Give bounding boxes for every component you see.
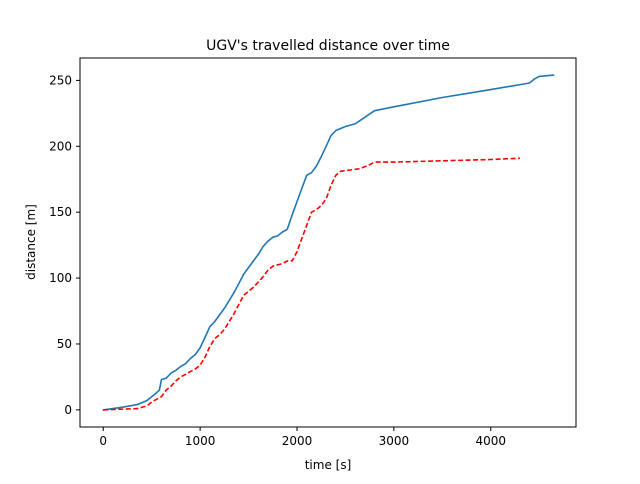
x-tick-label: 3000 bbox=[379, 434, 410, 448]
x-tick-label: 0 bbox=[99, 434, 107, 448]
y-tick-label: 150 bbox=[49, 205, 72, 219]
x-tick-label: 1000 bbox=[185, 434, 216, 448]
chart-title: UGV's travelled distance over time bbox=[206, 38, 450, 54]
plot-frame bbox=[79, 57, 577, 428]
y-tick-label: 0 bbox=[64, 403, 72, 417]
y-tick-label: 100 bbox=[49, 271, 72, 285]
x-tick-label: 2000 bbox=[282, 434, 313, 448]
plot-area bbox=[80, 58, 576, 427]
series-line-2 bbox=[103, 157, 520, 411]
y-tick-label: 200 bbox=[49, 139, 72, 153]
x-axis-ticks: 0 1000 2000 3000 4000 bbox=[99, 427, 506, 448]
y-tick-label: 250 bbox=[49, 73, 72, 87]
y-tick-label: 50 bbox=[57, 337, 72, 351]
series-layer bbox=[102, 74, 555, 411]
x-tick-label: 4000 bbox=[475, 434, 506, 448]
series-line-1 bbox=[102, 74, 555, 411]
x-axis-label: time [s] bbox=[305, 458, 352, 472]
y-axis-ticks: 0 50 100 150 200 250 bbox=[49, 73, 80, 417]
y-axis-label: distance [m] bbox=[24, 204, 38, 280]
